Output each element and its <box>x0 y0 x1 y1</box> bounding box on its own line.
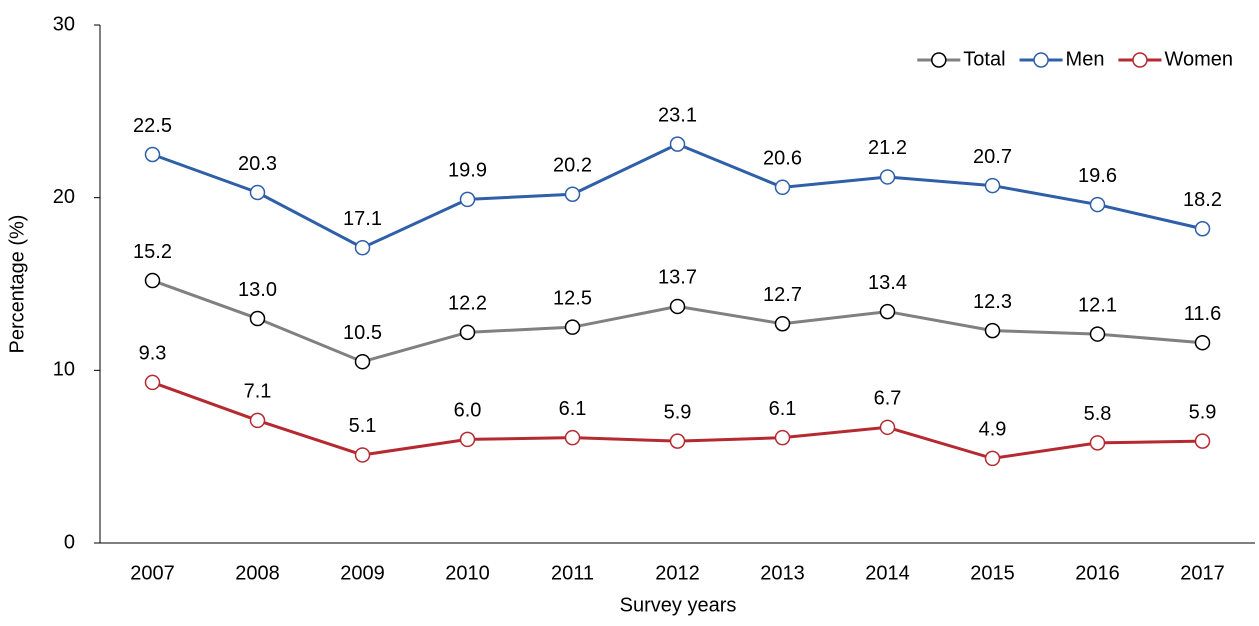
point <box>144 272 161 289</box>
x-tick-label: 2013 <box>760 562 805 584</box>
y-tick-label: 20 <box>53 186 75 208</box>
y-axis-title: Percentage (%) <box>6 215 28 354</box>
data-label: 10.5 <box>343 322 382 344</box>
data-label: 4.9 <box>979 419 1007 441</box>
point <box>459 191 476 208</box>
point <box>1089 435 1106 451</box>
data-label: 5.8 <box>1084 403 1112 425</box>
data-label: 5.9 <box>1189 401 1217 423</box>
point <box>1194 220 1211 237</box>
point <box>984 322 1001 339</box>
point <box>1089 326 1106 342</box>
point <box>354 447 371 463</box>
x-tick-label: 2012 <box>655 562 700 584</box>
data-label: 7.1 <box>244 381 272 403</box>
legend-label: Women <box>1164 48 1233 70</box>
point <box>669 136 686 152</box>
data-label: 6.0 <box>454 400 482 422</box>
data-label: 5.9 <box>664 401 692 423</box>
point <box>354 239 371 256</box>
x-axis-title: Survey years <box>620 594 737 616</box>
x-tick-label: 2014 <box>865 562 910 584</box>
data-label: 12.3 <box>973 291 1012 313</box>
data-label: 21.2 <box>868 137 907 159</box>
x-tick-label: 2016 <box>1075 562 1120 584</box>
point <box>879 169 896 185</box>
data-label: 12.7 <box>763 284 802 306</box>
data-label: 19.9 <box>448 160 487 182</box>
data-label: 9.3 <box>139 343 167 365</box>
point <box>879 303 896 320</box>
x-tick-label: 2009 <box>340 562 385 584</box>
data-label: 6.7 <box>874 388 902 410</box>
data-label: 22.5 <box>133 115 172 137</box>
data-label: 13.7 <box>658 267 697 289</box>
legend-marker <box>1132 52 1148 68</box>
point <box>144 146 161 163</box>
x-tick-label: 2011 <box>551 562 594 584</box>
x-tick-label: 2010 <box>445 562 490 584</box>
data-label: 13.4 <box>868 272 907 294</box>
point <box>984 450 1001 467</box>
point <box>1194 334 1211 351</box>
data-label: 5.1 <box>349 415 377 437</box>
point <box>669 298 686 315</box>
point <box>249 412 266 429</box>
legend-marker <box>931 52 947 68</box>
point <box>564 429 581 446</box>
point <box>459 431 476 448</box>
point <box>459 324 476 341</box>
point <box>144 374 161 391</box>
legend-label: Total <box>963 48 1005 70</box>
point <box>879 419 896 436</box>
data-label: 20.6 <box>763 148 802 170</box>
y-tick-label: 30 <box>53 13 75 35</box>
data-label: 20.7 <box>973 146 1012 168</box>
point <box>774 429 791 446</box>
legend-marker <box>1033 52 1049 68</box>
data-label: 19.6 <box>1078 165 1117 187</box>
x-tick-label: 2015 <box>970 562 1015 584</box>
legend-label: Men <box>1066 48 1105 70</box>
data-label: 20.2 <box>553 154 592 176</box>
point <box>354 353 371 370</box>
series-line <box>151 142 1203 250</box>
x-tick-label: 2007 <box>130 562 175 584</box>
data-label: 17.1 <box>343 208 382 230</box>
point <box>774 179 791 196</box>
data-label: 18.2 <box>1183 189 1222 211</box>
point <box>249 184 266 201</box>
point <box>669 433 686 449</box>
data-label: 20.3 <box>238 153 277 175</box>
point <box>1194 433 1211 449</box>
series-line <box>151 279 1203 364</box>
x-tick-label: 2017 <box>1180 562 1225 584</box>
point <box>564 319 581 335</box>
data-label: 6.1 <box>769 398 797 420</box>
data-label: 11.6 <box>1184 303 1221 325</box>
x-tick-label: 2008 <box>235 562 280 584</box>
point <box>1089 196 1106 213</box>
point <box>564 186 581 202</box>
data-label: 12.2 <box>448 293 487 315</box>
data-label: 12.1 <box>1078 294 1117 316</box>
data-label: 13.0 <box>238 279 277 301</box>
y-tick-label: 10 <box>53 359 75 381</box>
point <box>774 315 791 332</box>
data-label: 23.1 <box>658 104 697 126</box>
y-tick-label: 0 <box>64 531 75 553</box>
data-label: 15.2 <box>133 241 172 263</box>
point <box>984 177 1001 194</box>
point <box>249 310 266 327</box>
data-label: 12.5 <box>553 287 592 309</box>
data-label: 6.1 <box>559 398 587 420</box>
